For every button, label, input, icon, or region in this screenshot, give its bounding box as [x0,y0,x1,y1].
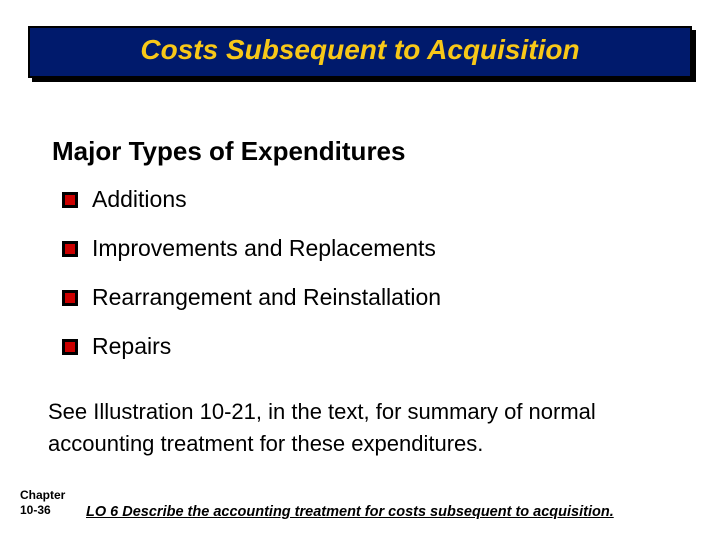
bullet-label: Additions [92,186,187,213]
square-bullet-icon [62,339,78,355]
bullet-label: Rearrangement and Reinstallation [92,284,441,311]
list-item: Repairs [62,333,662,360]
square-bullet-icon [62,241,78,257]
square-bullet-icon [62,290,78,306]
chapter-label: Chapter 10-36 [20,488,65,518]
learning-objective: LO 6 Describe the accounting treatment f… [86,504,614,520]
bullet-list: Additions Improvements and Replacements … [62,186,662,382]
title-box: Costs Subsequent to Acquisition [28,26,692,78]
chapter-word: Chapter [20,488,65,502]
bullet-label: Improvements and Replacements [92,235,436,262]
slide: Costs Subsequent to Acquisition Major Ty… [0,0,720,540]
slide-title: Costs Subsequent to Acquisition [42,34,678,66]
bullet-label: Repairs [92,333,171,360]
note-text: See Illustration 10-21, in the text, for… [48,396,678,460]
list-item: Improvements and Replacements [62,235,662,262]
list-item: Rearrangement and Reinstallation [62,284,662,311]
chapter-number: 10-36 [20,503,51,517]
subtitle: Major Types of Expenditures [52,136,405,167]
square-bullet-icon [62,192,78,208]
title-container: Costs Subsequent to Acquisition [28,26,692,78]
list-item: Additions [62,186,662,213]
